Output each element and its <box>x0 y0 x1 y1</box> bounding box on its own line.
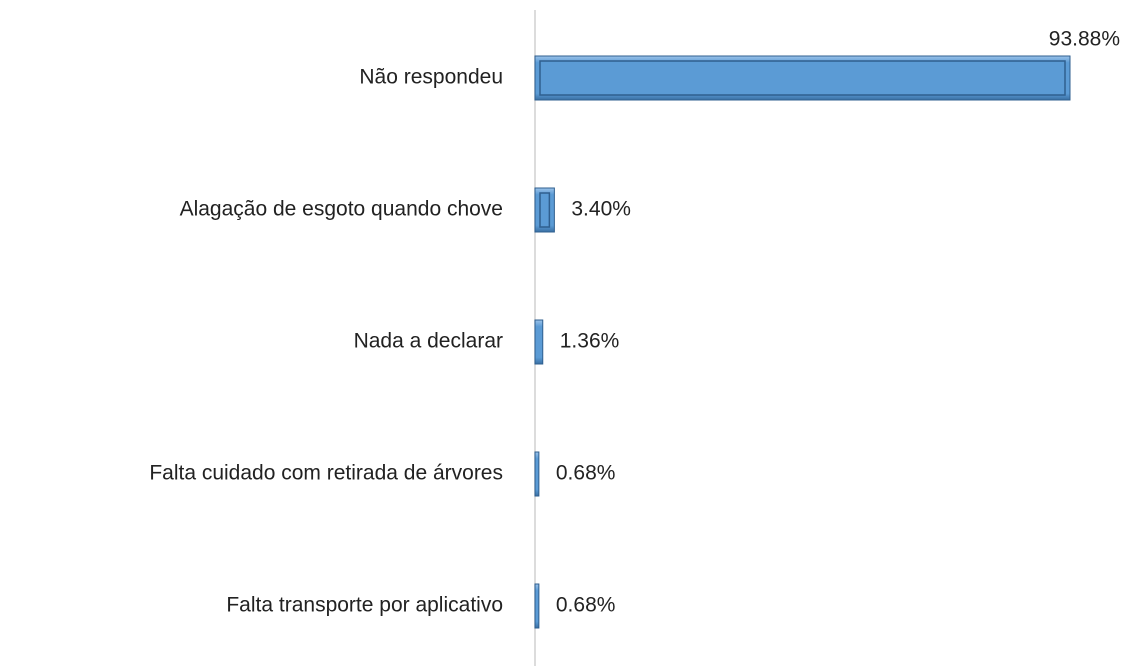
value-label: 1.36% <box>560 330 620 353</box>
value-label: 0.68% <box>556 462 616 485</box>
category-label: Nada a declarar <box>354 330 503 353</box>
value-label: 0.68% <box>556 594 616 617</box>
value-label: 93.88% <box>1049 28 1120 51</box>
bar <box>534 583 540 629</box>
category-label: Falta cuidado com retirada de árvores <box>149 462 503 485</box>
bar-bevel <box>539 60 1066 96</box>
category-label: Alagação de esgoto quando chove <box>180 198 503 221</box>
value-label: 3.40% <box>571 198 631 221</box>
bar <box>534 451 540 497</box>
bar <box>534 319 544 365</box>
category-label: Não respondeu <box>359 66 503 89</box>
bar-bevel <box>539 192 551 228</box>
category-label: Falta transporte por aplicativo <box>226 594 503 617</box>
